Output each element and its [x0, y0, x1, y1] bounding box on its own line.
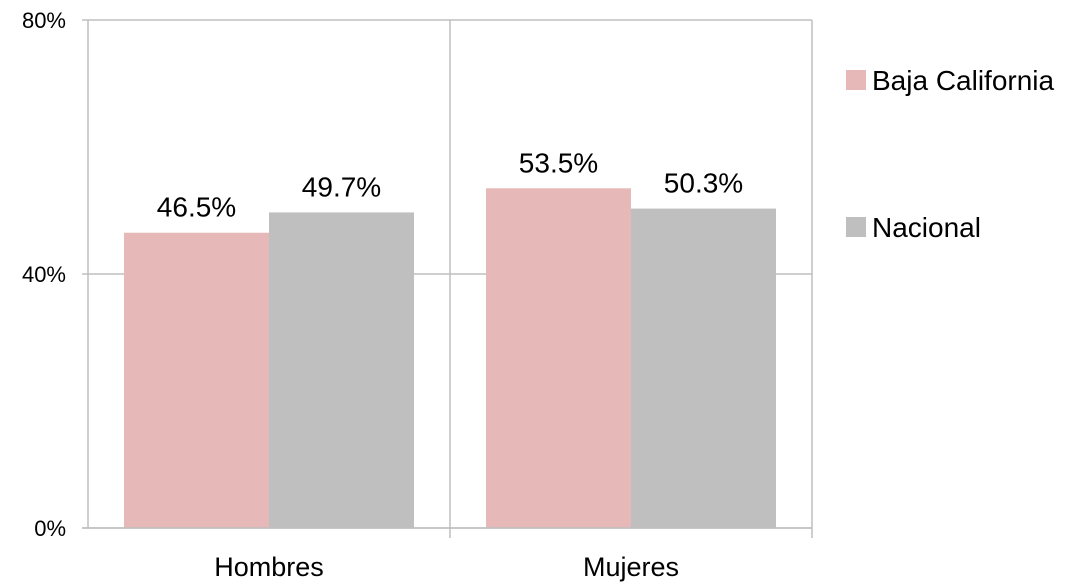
bar-baja-california-hombres	[124, 232, 269, 528]
bar-baja-california-mujeres	[486, 188, 631, 528]
legend-swatch-nacional	[846, 217, 866, 237]
data-label-baja-california-hombres: 46.5%	[157, 192, 236, 223]
legend-swatch-baja-california	[846, 70, 866, 90]
bar-nacional-hombres	[269, 212, 414, 528]
legend: Baja California Nacional	[846, 65, 1055, 243]
data-label-nacional-hombres: 49.7%	[302, 171, 381, 202]
x-category-label-0: Hombres	[214, 552, 324, 582]
y-tick-label-1: 40%	[22, 262, 66, 287]
x-category-labels: Hombres Mujeres	[214, 552, 679, 582]
bar-nacional-mujeres	[631, 208, 776, 528]
legend-label-nacional: Nacional	[872, 212, 981, 243]
y-tick-labels: 0% 40% 80%	[22, 8, 66, 541]
legend-label-baja-california: Baja California	[872, 65, 1055, 96]
data-label-nacional-mujeres: 50.3%	[664, 168, 743, 199]
y-tick-label-0: 0%	[34, 516, 66, 541]
bars	[124, 188, 776, 528]
data-labels: 46.5% 49.7% 53.5% 50.3%	[157, 147, 743, 222]
axes	[82, 20, 812, 529]
x-category-label-1: Mujeres	[583, 552, 679, 582]
y-tick-label-2: 80%	[22, 8, 66, 33]
data-label-baja-california-mujeres: 53.5%	[519, 147, 598, 178]
